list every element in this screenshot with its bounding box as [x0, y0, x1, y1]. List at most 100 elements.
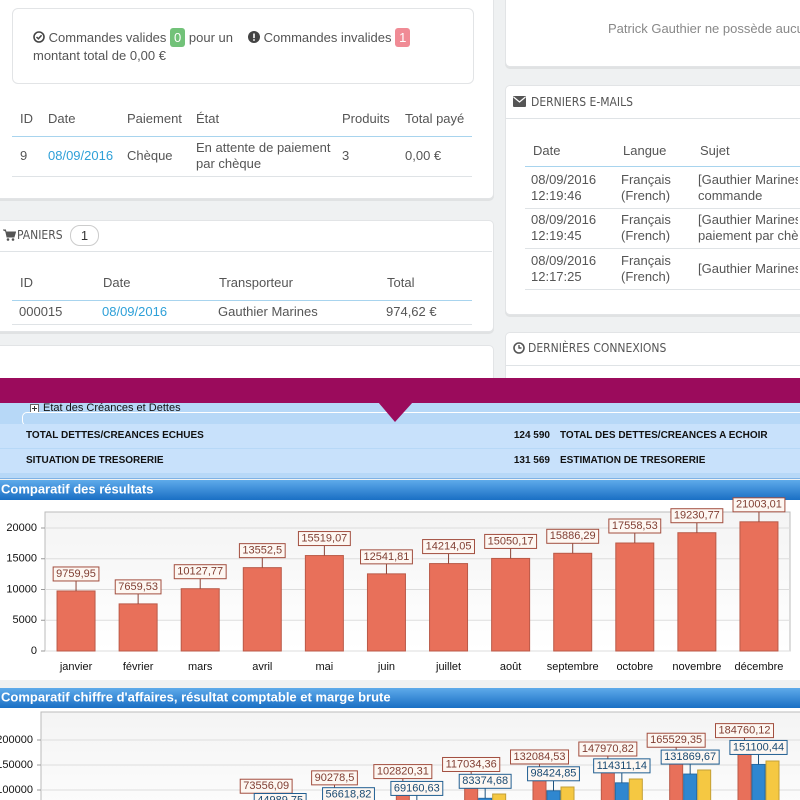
table-header: État	[196, 111, 220, 126]
value-label: 117034,36	[446, 758, 497, 770]
carts-panel	[0, 220, 494, 332]
bar	[429, 563, 469, 652]
bar	[491, 557, 531, 652]
bar	[737, 747, 752, 800]
chart-title: Comparatif des résultats	[1, 481, 153, 496]
x-tick-label: juillet	[435, 661, 461, 673]
table-cell[interactable]: 08/09/2016	[102, 304, 168, 319]
plot-area	[44, 511, 791, 652]
value-label-box	[173, 564, 227, 580]
value-label: 15050,17	[488, 535, 534, 547]
table-header: Date	[48, 111, 76, 126]
check-icon	[33, 31, 45, 43]
value-label-box	[527, 766, 580, 782]
value-label-box	[660, 749, 720, 765]
value-label: 90278,5	[315, 772, 355, 784]
value-label: 13552,5	[242, 545, 282, 557]
value-label-box	[670, 508, 724, 524]
table-cell: [Gauthier Marines paiement par chèque	[698, 212, 798, 243]
value-label-box	[729, 739, 788, 755]
bar	[304, 555, 344, 652]
value-label-box	[715, 723, 774, 739]
table-header: Langue	[623, 143, 667, 158]
finance-label: ESTIMATION DE TRESORERIE	[560, 455, 706, 466]
value-label: 184760,12	[719, 725, 771, 737]
chart-title: Comparatif chiffre d'affaires, résultat …	[1, 689, 391, 704]
bar	[546, 790, 561, 800]
table-cell: 000015	[19, 304, 63, 319]
x-tick-label: avril	[252, 661, 272, 673]
table-rule	[525, 166, 800, 167]
table-cell: 08/09/2016 12:17:25	[531, 253, 597, 284]
table-cell: 9	[20, 148, 28, 163]
y-tick-label: 150000	[0, 759, 33, 771]
connections-title: DERNIÈRES CONNEXIONS	[528, 341, 667, 355]
table-header: Transporteur	[219, 275, 293, 290]
bar	[697, 769, 712, 800]
finance-label: TOTAL DETTES/CREANCES ECHUES	[26, 430, 204, 441]
bar	[366, 573, 406, 652]
finance-row: TOTAL DETTES/CREANCES ECHUES 124 590 TOT…	[0, 424, 800, 448]
value-label: 7659,53	[118, 581, 158, 593]
value-label-box	[546, 528, 600, 544]
table-cell: En attente de paiement par chèque	[196, 140, 331, 171]
table-rule	[525, 289, 800, 290]
bar	[180, 588, 220, 652]
bar	[600, 765, 615, 800]
x-tick-label: mars	[188, 661, 213, 673]
table-cell: 0,00 €	[405, 148, 442, 163]
y-tick-label: 0	[31, 645, 37, 657]
table-rule	[12, 324, 472, 325]
value-label-box	[297, 531, 351, 547]
valid-suffix: pour un montant total de 0,00 €	[33, 30, 233, 63]
value-label: 165529,35	[650, 734, 702, 746]
invalid-label: Commandes invalides	[263, 30, 392, 45]
y-tick-label: 10000	[6, 583, 37, 595]
bar	[56, 590, 96, 652]
mail-icon	[513, 96, 526, 107]
value-label: 147970,82	[582, 743, 634, 755]
bar	[242, 567, 282, 652]
value-label-box	[311, 770, 358, 786]
chart-header	[0, 688, 800, 708]
table-cell: [Gauthier Marines	[698, 261, 798, 276]
value-label: 15519,07	[301, 532, 347, 544]
y-tick-label: 15000	[6, 553, 37, 565]
table-header: ID	[20, 275, 33, 290]
value-label: 114311,14	[597, 760, 647, 772]
value-label: 17558,53	[612, 520, 658, 532]
x-tick-label: août	[500, 661, 521, 673]
value-label: 15886,29	[550, 530, 596, 542]
table-header: Date	[533, 143, 561, 158]
x-tick-label: mai	[316, 661, 334, 673]
value-label-box	[373, 764, 433, 780]
value-label-box	[593, 758, 651, 774]
messages-panel	[505, 0, 800, 67]
cart-icon	[3, 229, 16, 241]
table-cell: Gauthier Marines	[218, 304, 318, 319]
finance-label: TOTAL DES DETTES/CREANCES A ECHOIR	[560, 430, 768, 441]
value-label: 12541,81	[364, 551, 410, 563]
table-header: Total payé	[405, 111, 465, 126]
divider	[506, 118, 800, 119]
finance-value: 124 590	[513, 430, 550, 441]
y-tick-label: 5000	[13, 614, 37, 626]
table-cell[interactable]: 08/09/2016	[48, 148, 114, 163]
value-label: 69160,63	[394, 782, 440, 794]
x-tick-label: juin	[377, 661, 395, 673]
bar	[327, 794, 342, 800]
value-label: 19230,77	[674, 510, 720, 522]
value-label-box	[253, 793, 307, 800]
value-label-box	[646, 732, 706, 748]
value-label: 10127,77	[177, 566, 223, 578]
bar	[614, 782, 629, 800]
value-label-box	[484, 533, 538, 549]
value-label: 21003,01	[736, 499, 782, 511]
table-header: Produits	[342, 111, 390, 126]
x-tick-label: janvier	[59, 661, 93, 673]
x-tick-label: novembre	[672, 661, 721, 673]
emails-title: DERNIERS E-MAILS	[531, 95, 633, 109]
finance-section: Etat des Créances et Dettes	[43, 402, 181, 414]
carts-title: PANIERS	[17, 228, 63, 242]
value-label-box	[422, 539, 475, 555]
